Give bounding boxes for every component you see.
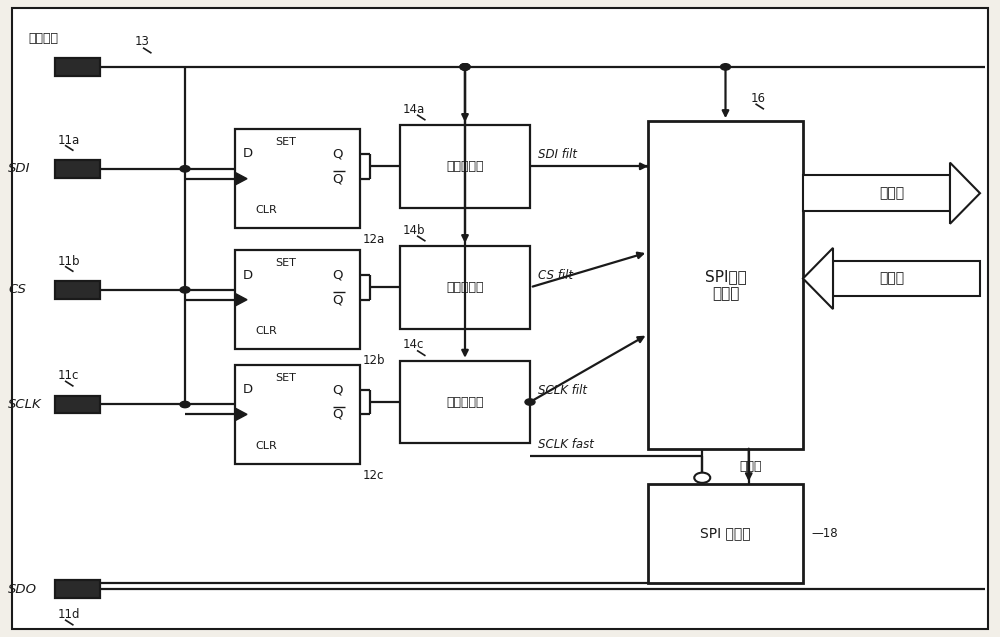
Text: D: D bbox=[243, 269, 253, 282]
Circle shape bbox=[694, 473, 710, 483]
Text: 14b: 14b bbox=[403, 224, 426, 236]
Bar bbox=[400, 361, 530, 443]
Text: 11a: 11a bbox=[58, 134, 80, 147]
Text: 输出位: 输出位 bbox=[739, 460, 762, 473]
Bar bbox=[55, 281, 100, 299]
Circle shape bbox=[460, 64, 470, 70]
Text: D: D bbox=[243, 148, 253, 161]
Text: SCLK filt: SCLK filt bbox=[538, 384, 587, 397]
Polygon shape bbox=[235, 408, 247, 421]
Text: SDI: SDI bbox=[8, 162, 30, 175]
Text: CLR: CLR bbox=[255, 326, 277, 336]
Text: 12a: 12a bbox=[363, 233, 385, 246]
Text: 12c: 12c bbox=[363, 469, 384, 482]
Text: CS: CS bbox=[8, 283, 26, 296]
Bar bbox=[55, 396, 100, 413]
Text: 11b: 11b bbox=[58, 255, 80, 268]
Circle shape bbox=[180, 287, 190, 293]
Text: Q: Q bbox=[332, 293, 342, 306]
Text: SCLK fast: SCLK fast bbox=[538, 438, 594, 451]
Bar bbox=[648, 121, 803, 449]
Circle shape bbox=[180, 401, 190, 408]
Circle shape bbox=[525, 399, 535, 405]
Polygon shape bbox=[950, 162, 980, 224]
Text: D: D bbox=[243, 383, 253, 396]
Polygon shape bbox=[803, 175, 950, 211]
Bar bbox=[55, 160, 100, 178]
Text: 13: 13 bbox=[135, 35, 150, 48]
Text: CLR: CLR bbox=[255, 205, 277, 215]
Text: —18: —18 bbox=[811, 527, 838, 540]
Polygon shape bbox=[833, 261, 980, 296]
Text: 输出值: 输出值 bbox=[879, 271, 904, 285]
Bar bbox=[55, 580, 100, 598]
Circle shape bbox=[460, 64, 470, 70]
Bar bbox=[235, 129, 360, 228]
Bar bbox=[55, 58, 100, 76]
Text: CLR: CLR bbox=[255, 441, 277, 451]
Text: SCLK: SCLK bbox=[8, 398, 42, 411]
Polygon shape bbox=[235, 293, 247, 306]
Text: SET: SET bbox=[275, 137, 296, 147]
Text: SDO: SDO bbox=[8, 583, 37, 596]
Polygon shape bbox=[235, 172, 247, 185]
Text: 输入值: 输入值 bbox=[879, 186, 904, 200]
Text: 数字滤波器: 数字滤波器 bbox=[446, 281, 484, 294]
Text: 数字滤波器: 数字滤波器 bbox=[446, 160, 484, 173]
Circle shape bbox=[720, 64, 730, 70]
Polygon shape bbox=[803, 248, 833, 309]
Bar bbox=[235, 365, 360, 464]
Text: 14a: 14a bbox=[403, 103, 425, 115]
Text: SPI 输出级: SPI 输出级 bbox=[700, 527, 751, 540]
Circle shape bbox=[180, 166, 190, 172]
Bar bbox=[400, 125, 530, 208]
Text: 11d: 11d bbox=[58, 608, 80, 621]
Text: 12b: 12b bbox=[363, 354, 386, 367]
Text: Q: Q bbox=[332, 148, 342, 161]
Text: 16: 16 bbox=[750, 92, 766, 105]
Text: SET: SET bbox=[275, 258, 296, 268]
Text: 14c: 14c bbox=[403, 338, 424, 351]
Text: Q: Q bbox=[332, 408, 342, 421]
Text: 数字滤波器: 数字滤波器 bbox=[446, 396, 484, 408]
Text: Q: Q bbox=[332, 172, 342, 185]
Text: 内部时钟: 内部时钟 bbox=[28, 32, 58, 45]
Text: CS filt: CS filt bbox=[538, 269, 573, 282]
Bar bbox=[648, 484, 803, 583]
Text: SPI协议
处理机: SPI协议 处理机 bbox=[705, 269, 746, 301]
Text: Q: Q bbox=[332, 383, 342, 396]
Circle shape bbox=[460, 64, 470, 70]
Text: SET: SET bbox=[275, 373, 296, 383]
Bar bbox=[235, 250, 360, 349]
Text: SDI filt: SDI filt bbox=[538, 148, 577, 161]
Bar bbox=[400, 246, 530, 329]
Text: Q: Q bbox=[332, 269, 342, 282]
Text: 11c: 11c bbox=[58, 369, 79, 382]
